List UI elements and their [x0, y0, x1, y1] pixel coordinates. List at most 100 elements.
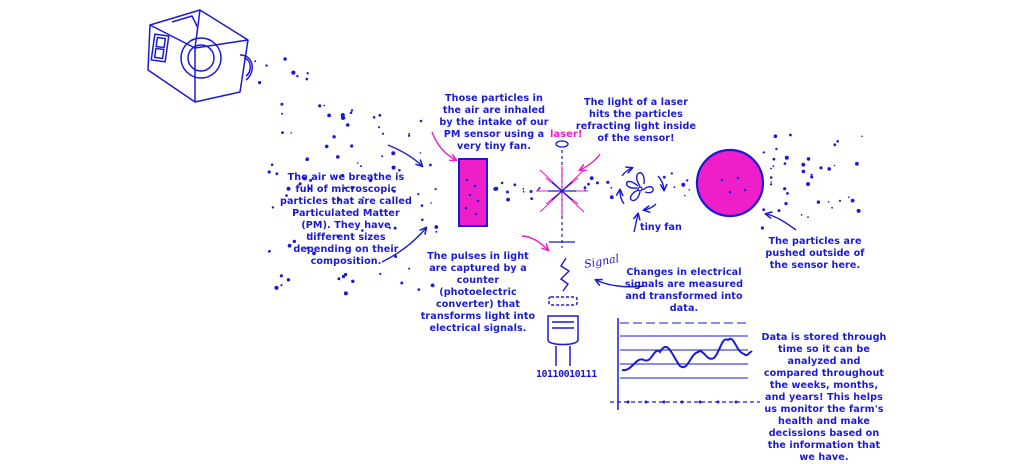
particle-dot [595, 181, 599, 185]
particle-dot [848, 196, 850, 198]
particle-dot [434, 225, 439, 229]
particle-dot [801, 162, 806, 167]
particle-dot [306, 246, 309, 250]
particle-dot [318, 104, 322, 108]
particle-dot [378, 113, 382, 117]
particle-dot [838, 199, 842, 202]
particle-dot [281, 131, 284, 135]
particle-dot [340, 113, 345, 118]
particle-dot [271, 206, 275, 209]
particle-dot [292, 239, 296, 244]
laser-label: laser! [550, 129, 583, 140]
binary-output-label: 10110010111 [536, 369, 597, 380]
particle-dot [421, 218, 424, 222]
particle-dot [349, 111, 353, 115]
laser-arrows [431, 131, 601, 250]
particle-dot [309, 178, 313, 182]
particle-dot [417, 193, 420, 196]
signal-zigzag [559, 257, 571, 292]
particle-dot [308, 187, 311, 191]
tiny-fan-label: tiny fan [640, 222, 682, 233]
particle-dot [769, 183, 773, 186]
particle-dot [819, 166, 823, 170]
particle-dot [773, 134, 778, 138]
intake-filter [458, 158, 488, 227]
particle-dot [351, 279, 355, 283]
particle-dot [360, 165, 362, 168]
particle-dot [279, 274, 283, 278]
particle-dot [286, 186, 291, 191]
particle-dot [801, 169, 806, 174]
particle-dot [513, 183, 517, 187]
particle-dot [254, 60, 257, 63]
particle-dot [434, 188, 437, 191]
air-particles-note: The air we breathe is full of microscopi… [280, 172, 412, 267]
particle-dot [831, 206, 833, 209]
particle-dot [506, 190, 509, 194]
counter-note: The pulses in light are captured by a co… [420, 251, 536, 334]
particle-dot [345, 123, 350, 127]
particle-dot [762, 151, 765, 154]
particle-dot [522, 188, 525, 190]
particle-dot [274, 285, 279, 290]
particle-dot [784, 155, 789, 160]
particle-dot [343, 291, 348, 296]
particle-dot [388, 226, 391, 229]
particle-dot [609, 195, 614, 200]
particle-dot [861, 135, 863, 138]
particle-dot [583, 186, 587, 190]
particle-dot [306, 72, 309, 75]
particle-dot [670, 172, 673, 175]
particle-dot [350, 144, 354, 148]
pm-sensor-device-icon [147, 9, 253, 103]
particle-dot [305, 177, 307, 179]
photodetector-icon [547, 296, 579, 366]
particle-dot [789, 133, 792, 137]
particle-dot [280, 102, 284, 106]
particle-dot [494, 186, 499, 191]
laser-scattering-point [536, 140, 588, 248]
particle-dot [855, 161, 859, 166]
particle-dot [429, 163, 432, 167]
particle-dot [267, 170, 271, 174]
particle-dot [377, 126, 381, 129]
particle-dot [307, 233, 309, 236]
particle-dot [430, 202, 432, 204]
particle-dot [368, 178, 373, 183]
particle-dot [772, 157, 776, 161]
particle-dot [806, 157, 811, 161]
particles-cloud [254, 57, 863, 296]
particle-dot [323, 104, 326, 107]
particle-dot [770, 167, 772, 170]
particle-dot [587, 182, 590, 186]
particle-dot [760, 226, 765, 230]
laser-note: The light of a laser hits the particles … [575, 97, 697, 144]
particle-dot [291, 70, 296, 75]
particle-dot [684, 194, 686, 197]
particle-dot [305, 157, 310, 161]
particle-dot [430, 283, 435, 288]
particle-dot [827, 167, 831, 171]
particle-dot [856, 208, 861, 213]
particle-dot [783, 162, 787, 165]
particle-dot [589, 176, 594, 181]
particle-dot [686, 179, 689, 182]
particle-dot [662, 175, 666, 179]
particle-dot [407, 134, 411, 137]
particle-dot [417, 288, 421, 291]
particle-dot [336, 234, 340, 238]
particle-dot [681, 182, 686, 187]
particle-dot [769, 176, 773, 179]
particle-dot [506, 197, 510, 202]
particle-dot [538, 187, 541, 190]
particle-dot [327, 113, 331, 118]
particle-dot [522, 190, 525, 193]
particle-dot [281, 112, 284, 115]
particle-dot [258, 81, 262, 85]
particle-dot [286, 278, 291, 282]
particle-dot [296, 75, 299, 78]
particle-dot [420, 204, 424, 207]
particle-dot [350, 109, 354, 112]
particle-dot [356, 162, 359, 164]
particle-dot [398, 169, 401, 172]
